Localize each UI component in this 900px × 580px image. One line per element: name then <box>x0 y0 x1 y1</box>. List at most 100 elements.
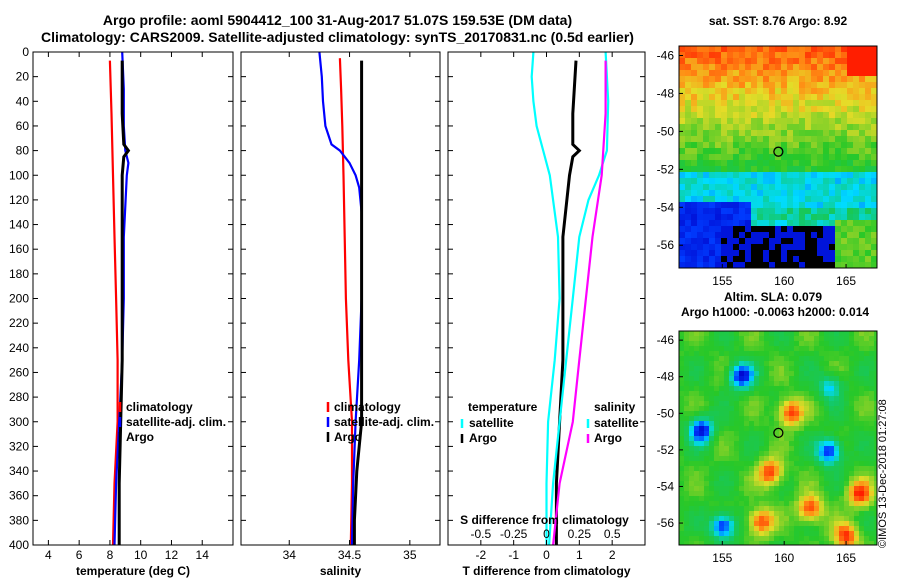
sst-cell <box>685 226 691 232</box>
sla-cell <box>829 541 834 545</box>
sst-cell <box>751 178 757 184</box>
sst-cell <box>853 250 859 256</box>
sst-cell <box>679 124 685 130</box>
sst-cell <box>781 214 787 220</box>
sla-cell <box>699 486 704 491</box>
sst-cell <box>745 148 751 154</box>
sla-cell <box>749 406 754 411</box>
sla-cell <box>829 431 834 436</box>
sst-cell <box>679 148 685 154</box>
sla-cell <box>734 521 739 526</box>
sla-cell <box>774 406 779 411</box>
sst-cell <box>817 142 823 148</box>
sst-cell <box>841 190 847 196</box>
sla-cell <box>784 456 789 461</box>
sst-cell <box>829 244 835 250</box>
sla-cell <box>794 526 799 531</box>
sst-cell <box>853 232 859 238</box>
sla-cell <box>749 491 754 496</box>
sla-cell <box>694 391 699 396</box>
sla-cell <box>874 356 877 361</box>
sla-cell <box>819 521 824 526</box>
sla-cell <box>824 351 829 356</box>
sla-cell <box>754 421 759 426</box>
sla-cell <box>769 526 774 531</box>
sla-cell <box>849 416 854 421</box>
sst-cell <box>799 256 805 262</box>
sst-cell <box>727 262 733 268</box>
sla-cell <box>769 406 774 411</box>
sst-cell <box>775 58 781 64</box>
sla-cell <box>864 516 869 521</box>
sla-cell <box>804 431 809 436</box>
sst-cell <box>715 70 721 76</box>
sst-cell <box>871 64 877 70</box>
sla-cell <box>834 451 839 456</box>
sst-cell <box>871 190 877 196</box>
sst-cell <box>847 262 853 268</box>
sla-cell <box>804 521 809 526</box>
sla-cell <box>829 351 834 356</box>
sla-cell <box>834 426 839 431</box>
sst-cell <box>709 70 715 76</box>
sst-cell <box>871 112 877 118</box>
sla-cell <box>844 366 849 371</box>
sst-cell <box>775 262 781 268</box>
sst-cell <box>733 58 739 64</box>
sla-cell <box>764 511 769 516</box>
sst-cell <box>811 208 817 214</box>
sst-cell <box>841 130 847 136</box>
sla-cell <box>724 356 729 361</box>
sla-cell <box>854 536 859 541</box>
sla-cell <box>839 371 844 376</box>
sla-cell <box>864 536 869 541</box>
sla-cell <box>749 361 754 366</box>
sst-cell <box>871 46 877 52</box>
sst-cell <box>691 160 697 166</box>
sst-cell <box>763 214 769 220</box>
sst-cell <box>781 124 787 130</box>
sst-cell <box>799 124 805 130</box>
sst-cell <box>751 154 757 160</box>
sla-cell <box>819 511 824 516</box>
sla-cell <box>794 416 799 421</box>
sla-cell <box>789 381 794 386</box>
sst-cell <box>697 214 703 220</box>
sla-cell <box>774 446 779 451</box>
sla-cell <box>794 351 799 356</box>
sla-cell <box>764 446 769 451</box>
sla-cell <box>789 366 794 371</box>
sla-cell <box>754 456 759 461</box>
sla-cell <box>704 516 709 521</box>
sst-cell <box>733 112 739 118</box>
sla-cell <box>764 531 769 536</box>
sla-cell <box>869 421 874 426</box>
sla-cell <box>714 441 719 446</box>
sst-cell <box>691 58 697 64</box>
sst-cell <box>703 214 709 220</box>
sla-cell <box>819 506 824 511</box>
sst-cell <box>745 112 751 118</box>
sst-cell <box>871 214 877 220</box>
sla-cell <box>754 406 759 411</box>
sst-cell <box>757 262 763 268</box>
sst-cell <box>685 232 691 238</box>
sla-cell <box>714 451 719 456</box>
sst-cell <box>859 148 865 154</box>
sst-cell <box>763 226 769 232</box>
sst-cell <box>733 124 739 130</box>
sst-cell <box>793 160 799 166</box>
sla-cell <box>709 386 714 391</box>
sla-cell <box>749 331 754 336</box>
sst-cell <box>853 112 859 118</box>
sst-cell <box>715 118 721 124</box>
sst-cell <box>781 208 787 214</box>
sla-cell <box>819 336 824 341</box>
sst-cell <box>847 136 853 142</box>
sla-cell <box>789 516 794 521</box>
s-tick-label: -0.25 <box>500 527 528 541</box>
sst-cell <box>709 148 715 154</box>
sst-cell <box>757 190 763 196</box>
sla-cell <box>839 436 844 441</box>
sla-cell <box>704 476 709 481</box>
